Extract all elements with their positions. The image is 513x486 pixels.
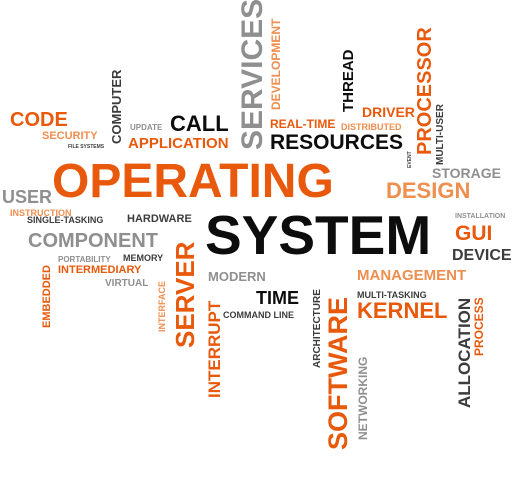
word-design: DESIGN xyxy=(386,178,471,203)
word-management: MANAGEMENT xyxy=(357,267,467,284)
word-services: SERVICES xyxy=(236,0,269,150)
word-thread: THREAD xyxy=(340,49,357,113)
word-storage: STORAGE xyxy=(432,165,501,181)
word-modern: MODERN xyxy=(208,269,266,284)
word-resources: RESOURCES xyxy=(270,131,404,154)
word-virtual: VIRTUAL xyxy=(105,278,149,289)
word-operating: OPERATING xyxy=(52,155,334,208)
word-memory: MEMORY xyxy=(123,253,164,263)
word-interface: INTERFACE xyxy=(157,280,167,332)
word-networking: NETWORKING xyxy=(356,356,370,440)
word-real-time: REAL-TIME xyxy=(270,117,336,131)
word-intermediary: INTERMEDIARY xyxy=(58,264,142,276)
word-device: DEVICE xyxy=(452,247,512,264)
word-security: SECURITY xyxy=(42,130,98,142)
word-architecture: ARCHITECTURE xyxy=(312,289,323,368)
word-update: UPDATE xyxy=(130,123,163,132)
word-component: COMPONENT xyxy=(28,230,158,252)
word-code: CODE xyxy=(10,109,68,131)
word-process: PROCESS xyxy=(472,297,486,356)
word-system: SYSTEM xyxy=(205,204,432,266)
word-gui: GUI xyxy=(455,222,493,245)
word-embedded: EMBEDDED xyxy=(41,265,53,328)
word-installation: INSTALLATION xyxy=(455,213,506,220)
word-command-line: COMMAND LINE xyxy=(223,310,294,320)
word-processor: PROCESSOR xyxy=(414,27,436,155)
word-distributed: DISTRIBUTED xyxy=(341,122,402,132)
word-hardware: HARDWARE xyxy=(127,213,192,225)
word-time: TIME xyxy=(256,288,299,308)
word-application: APPLICATION xyxy=(128,135,229,152)
word-server: SERVER xyxy=(170,241,200,348)
word-driver: DRIVER xyxy=(362,104,415,120)
word-single-tasking: SINGLE-TASKING xyxy=(27,215,104,225)
word-instruction: INSTRUCTION xyxy=(10,208,72,218)
word-software: SOFTWARE xyxy=(323,297,353,450)
word-user: USER xyxy=(2,187,53,207)
word-portability: PORTABILITY xyxy=(58,255,111,264)
word-call: CALL xyxy=(170,111,229,136)
word-file-systems: FILE SYSTEMS xyxy=(68,144,105,150)
word-kernel: KERNEL xyxy=(357,298,448,323)
word-development: DEVELOPMENT xyxy=(269,18,283,110)
word-computer: COMPUTER xyxy=(109,69,124,144)
word-allocation: ALLOCATION xyxy=(455,297,474,408)
word-event: EVENT xyxy=(407,151,413,168)
word-interrupt: INTERRUPT xyxy=(205,300,224,398)
word-multi-tasking: MULTI-TASKING xyxy=(357,290,427,300)
word-multi-user: MULTI-USER xyxy=(435,104,446,165)
